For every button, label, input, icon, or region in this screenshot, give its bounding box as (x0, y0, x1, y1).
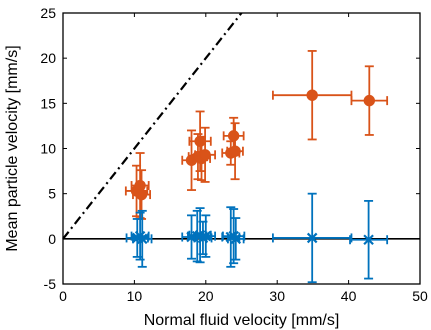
data-point (349, 199, 389, 280)
x-marker (200, 230, 212, 242)
circle-marker (306, 89, 318, 101)
x-tick-label: 0 (59, 288, 67, 304)
data-point (194, 126, 216, 183)
data-point (222, 116, 245, 155)
series-layer (124, 50, 389, 284)
y-tick-label: 15 (40, 95, 56, 111)
y-axis-label: Mean particle velocity [mm/s] (4, 45, 21, 251)
circle-marker (135, 188, 148, 201)
x-tick-label: 50 (412, 288, 428, 304)
series-0 (124, 50, 389, 220)
data-point (195, 214, 216, 258)
data-point (227, 217, 245, 261)
circle-marker (229, 145, 241, 157)
x-marker (230, 233, 242, 245)
series-1 (125, 192, 389, 284)
y-tick-label: -5 (44, 276, 57, 292)
x-marker (306, 232, 318, 244)
data-point (130, 152, 150, 219)
circle-marker (199, 149, 211, 161)
y-tick-label: 20 (40, 50, 56, 66)
data-point (272, 192, 353, 284)
circle-marker (363, 94, 376, 107)
x-marker (136, 233, 148, 245)
x-tick-label: 40 (341, 288, 357, 304)
y-tick-label: 0 (48, 231, 56, 247)
identity-line (62, 12, 243, 240)
data-point (226, 122, 244, 181)
y-tick-label: 25 (40, 5, 56, 21)
reference-lines (62, 12, 420, 240)
x-marker (363, 234, 374, 246)
x-tick-label: 30 (269, 288, 285, 304)
y-tick-label: 5 (48, 186, 56, 202)
data-point (272, 50, 353, 141)
x-axis-label: Normal fluid velocity [mm/s] (144, 312, 340, 329)
circle-marker (227, 130, 240, 142)
data-point (132, 209, 153, 268)
y-tick-label: 10 (40, 141, 56, 157)
data-point (350, 65, 389, 136)
x-tick-label: 10 (127, 288, 143, 304)
x-tick-label: 20 (198, 288, 214, 304)
